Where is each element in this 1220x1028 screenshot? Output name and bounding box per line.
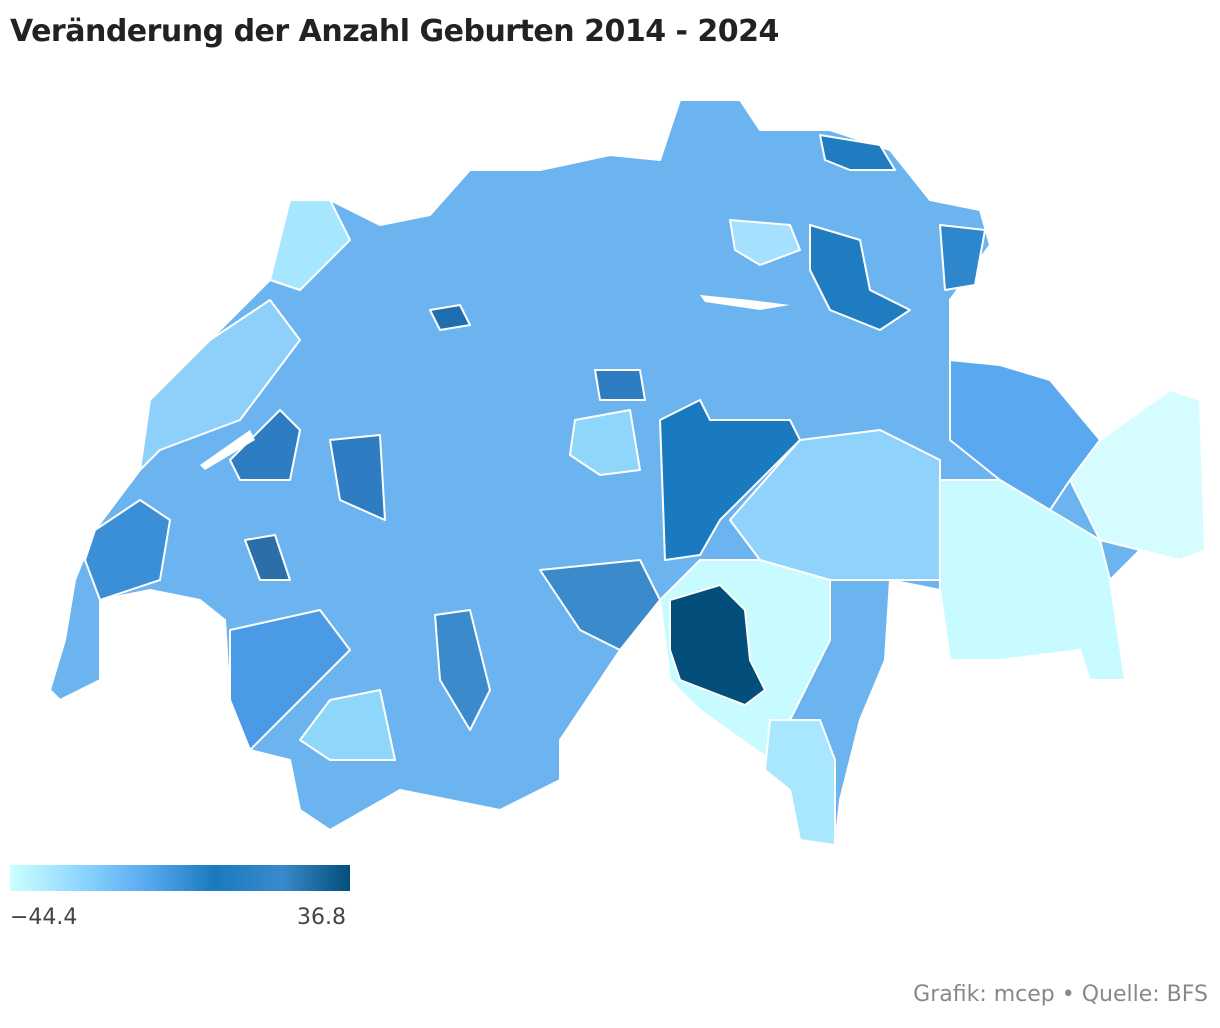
region xyxy=(269,199,351,291)
region xyxy=(229,609,351,751)
region xyxy=(244,534,291,581)
region xyxy=(939,224,986,291)
legend-gradient xyxy=(10,865,350,891)
legend xyxy=(10,865,350,891)
region xyxy=(729,429,941,581)
region xyxy=(299,689,396,761)
source: Grafik: mcep • Quelle: BFS xyxy=(913,982,1208,1007)
lake xyxy=(100,590,225,625)
region xyxy=(434,609,491,731)
region xyxy=(329,434,386,521)
region xyxy=(819,134,896,171)
region xyxy=(594,369,646,401)
region xyxy=(84,499,171,601)
lake xyxy=(200,430,255,470)
region xyxy=(539,559,661,651)
region xyxy=(669,584,766,706)
legend-max-label: 36.8 xyxy=(297,905,346,930)
map-title: Veränderung der Anzahl Geburten 2014 - 2… xyxy=(10,14,779,49)
region xyxy=(729,219,801,266)
region xyxy=(949,359,1101,511)
switzerland xyxy=(49,99,1206,846)
region xyxy=(1069,389,1206,561)
region xyxy=(764,719,836,846)
region xyxy=(429,304,471,331)
region xyxy=(139,299,301,471)
region xyxy=(569,409,641,476)
lake xyxy=(700,295,790,310)
region xyxy=(809,224,911,331)
region xyxy=(229,409,301,481)
legend-min-label: −44.4 xyxy=(10,905,78,930)
